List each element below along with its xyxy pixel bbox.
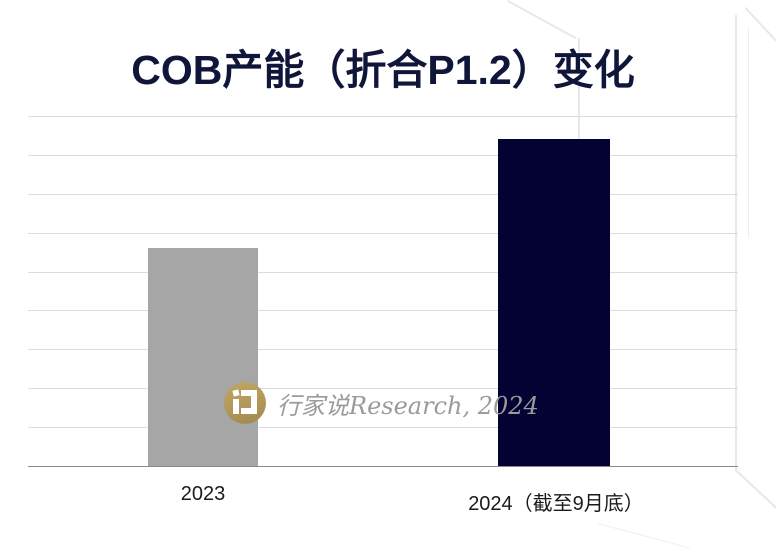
gridline bbox=[28, 349, 738, 351]
gridline bbox=[28, 310, 738, 312]
background-pattern-line bbox=[734, 469, 776, 509]
logo-bracket-shape bbox=[241, 390, 257, 414]
plot-area bbox=[28, 116, 738, 467]
hangjiashuo-logo-icon bbox=[224, 382, 266, 424]
gridline bbox=[28, 271, 738, 273]
logo-stem-shape bbox=[233, 399, 239, 414]
gridline bbox=[28, 427, 738, 429]
background-pattern-line bbox=[597, 523, 690, 549]
gridline bbox=[28, 388, 738, 390]
chart-title: COB产能（折合P1.2）变化 bbox=[131, 47, 635, 93]
bar-2024 bbox=[498, 139, 610, 466]
watermark-text: 行家说Research, 2024 bbox=[277, 391, 539, 420]
x-axis-label-2023: 2023 bbox=[180, 483, 226, 505]
background-pattern-line bbox=[507, 0, 577, 39]
logo-dot-shape bbox=[232, 389, 240, 397]
gridline bbox=[28, 154, 738, 156]
gridline bbox=[28, 193, 738, 195]
background-pattern-line bbox=[744, 7, 776, 42]
gridline bbox=[28, 232, 738, 234]
bar-2023 bbox=[148, 248, 258, 466]
watermark: 行家说Research, 2024 bbox=[224, 382, 539, 424]
x-axis-label-2024: 2024（截至9月底） bbox=[468, 493, 644, 515]
gridline bbox=[28, 116, 738, 117]
background-pattern-line bbox=[748, 28, 749, 238]
